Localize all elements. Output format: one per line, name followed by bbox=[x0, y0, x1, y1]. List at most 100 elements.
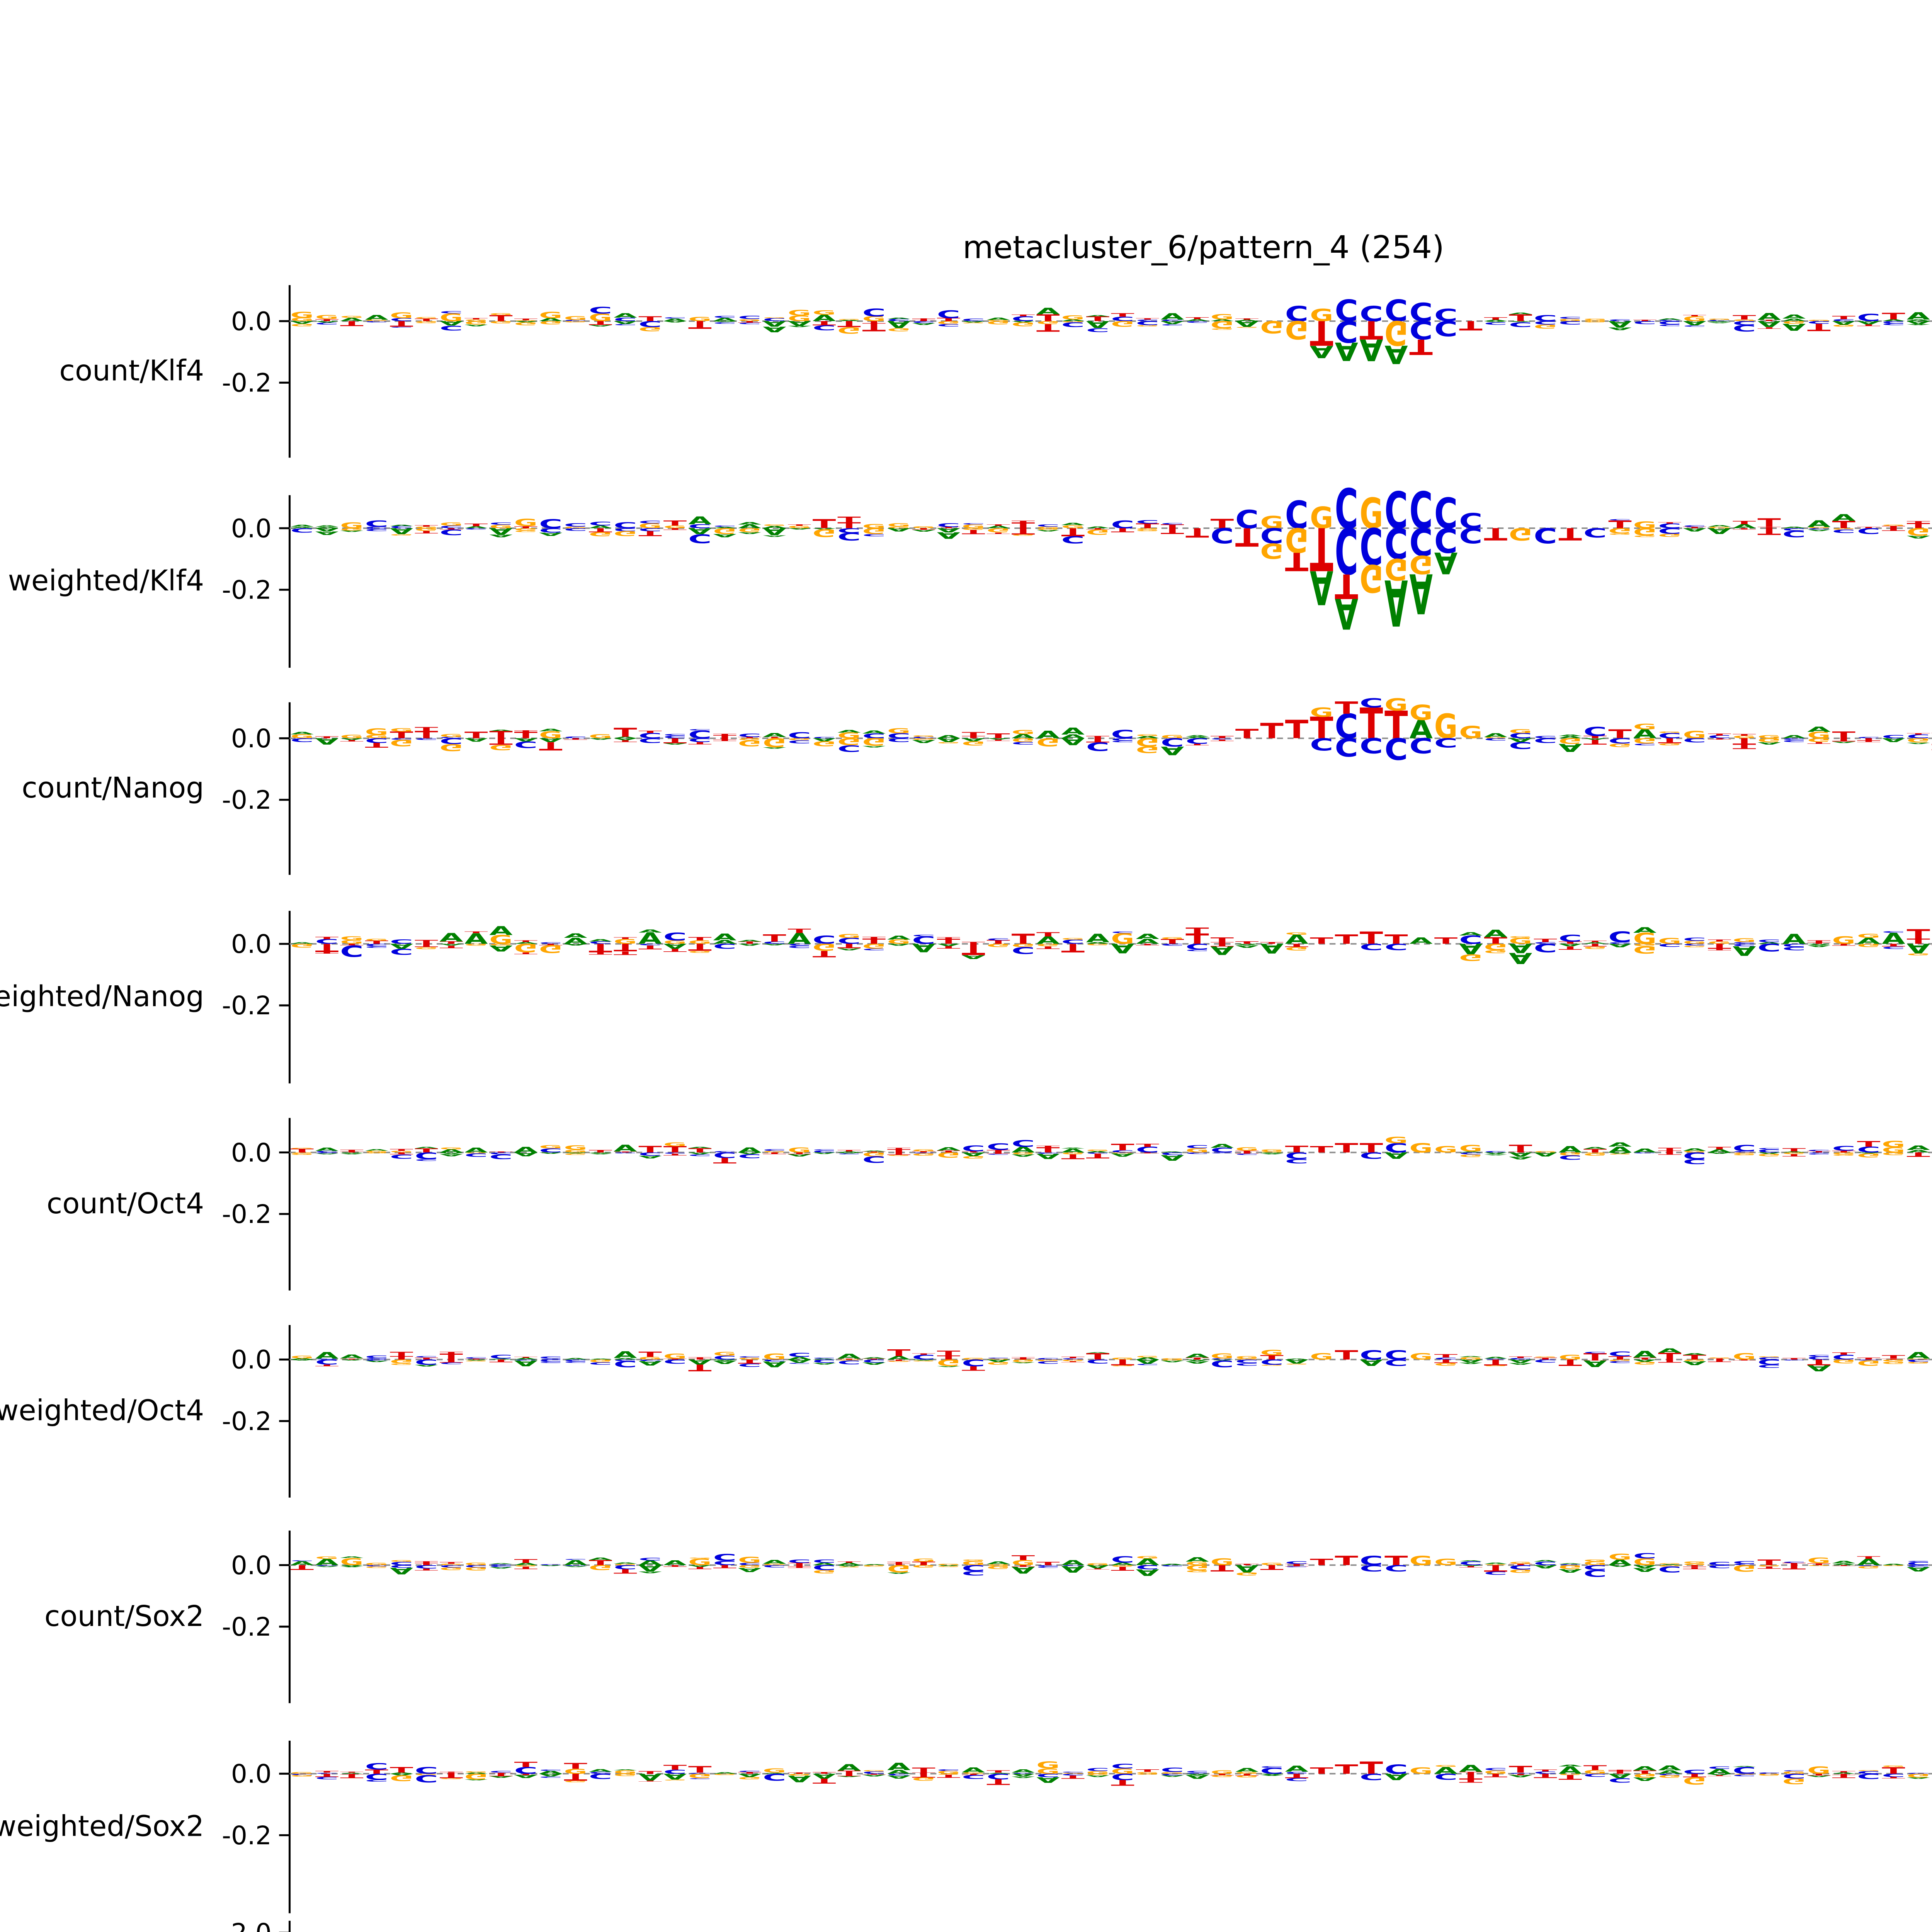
noise-letter: T bbox=[1608, 519, 1632, 531]
noise-letter: T bbox=[986, 532, 1010, 534]
noise-letter: A bbox=[1782, 321, 1806, 333]
noise-letter: A bbox=[1260, 1153, 1284, 1155]
noise-letter: T bbox=[1757, 320, 1781, 321]
noise-letter: G bbox=[1658, 1565, 1682, 1567]
noise-letter: G bbox=[514, 320, 538, 321]
noise-letter: T bbox=[614, 726, 638, 740]
noise-letter: C bbox=[1086, 1358, 1110, 1365]
noise-letter: A bbox=[1185, 735, 1209, 737]
noise-letter: T bbox=[813, 1777, 837, 1785]
noise-letter: G bbox=[837, 736, 861, 747]
noise-letter: G bbox=[1733, 937, 1756, 943]
noise-letter: A bbox=[464, 1359, 488, 1361]
noise-letter: A bbox=[1633, 1765, 1657, 1772]
noise-letter: C bbox=[688, 729, 712, 731]
noise-letter: C bbox=[1559, 316, 1582, 320]
noise-letter: G bbox=[340, 734, 364, 740]
noise-letter: C bbox=[1782, 946, 1806, 952]
noise-letter: T bbox=[1857, 527, 1881, 529]
noise-letter: A bbox=[489, 534, 513, 538]
noise-letter: A bbox=[1136, 735, 1159, 739]
noise-letter: G bbox=[1708, 526, 1731, 529]
noise-letter: G bbox=[663, 1141, 687, 1148]
noise-letter: A bbox=[1757, 742, 1781, 745]
noise-letter: A bbox=[390, 1772, 414, 1774]
noise-letter: T bbox=[1136, 1143, 1160, 1148]
noise-letter: A bbox=[1782, 735, 1806, 739]
noise-letter: A bbox=[340, 1359, 364, 1361]
noise-letter: T bbox=[1534, 1769, 1557, 1772]
noise-letter: G bbox=[663, 1779, 687, 1781]
noise-letter: C bbox=[315, 1772, 339, 1774]
noise-letter: T bbox=[887, 1151, 912, 1156]
noise-letter: C bbox=[365, 528, 389, 530]
noise-letter: A bbox=[365, 1360, 389, 1362]
noise-letter: A bbox=[837, 1776, 861, 1777]
noise-letter: A bbox=[837, 948, 861, 951]
noise-letter: T bbox=[1757, 327, 1781, 329]
noise-letter: A bbox=[962, 1151, 986, 1157]
noise-letter: C bbox=[1757, 1364, 1781, 1368]
noise-letter: T bbox=[763, 736, 786, 739]
y-tick-label: -0.2 bbox=[222, 1612, 272, 1642]
noise-letter: A bbox=[340, 738, 364, 740]
noise-letter: A bbox=[1509, 1362, 1533, 1366]
noise-letter: A bbox=[638, 1155, 662, 1159]
noise-letter: G bbox=[1782, 1777, 1806, 1786]
noise-letter: G bbox=[912, 1558, 935, 1563]
noise-letter: A bbox=[763, 747, 787, 749]
noise-letter: G bbox=[1285, 932, 1309, 935]
noise-letter: C bbox=[862, 732, 886, 740]
noise-letter: C bbox=[986, 1357, 1010, 1359]
noise-letter: C bbox=[1235, 1362, 1259, 1366]
noise-letter: C bbox=[1534, 736, 1557, 744]
noise-letter: G bbox=[564, 1153, 587, 1155]
noise-letter: T bbox=[1633, 320, 1657, 321]
noise-letter: G bbox=[1509, 937, 1532, 946]
noise-letter: C bbox=[912, 1152, 935, 1154]
noise-letter: G bbox=[962, 322, 985, 324]
y-tick-label: 0.0 bbox=[231, 306, 272, 336]
noise-letter: A bbox=[1136, 938, 1160, 946]
noise-letter: A bbox=[1559, 736, 1582, 739]
noise-letter: G bbox=[1782, 1770, 1806, 1774]
noise-letter: T bbox=[415, 1562, 438, 1566]
noise-letter: C bbox=[1185, 321, 1209, 323]
noise-letter: C bbox=[1534, 320, 1557, 326]
noise-letter: C bbox=[1633, 1152, 1657, 1154]
noise-letter: A bbox=[290, 1359, 314, 1361]
noise-letter: C bbox=[713, 1355, 736, 1361]
noise-letter: T bbox=[837, 1150, 861, 1152]
noise-letter: A bbox=[1633, 1359, 1657, 1362]
logo-letter: C bbox=[1360, 1150, 1383, 1160]
logo-letter: C bbox=[1384, 1141, 1408, 1155]
noise-letter: C bbox=[738, 1362, 762, 1368]
track-weighted-oct4: 0.0-0.2weighted/Oct4AGACACTTAACCCATTGGTC… bbox=[0, 1325, 1932, 1498]
noise-letter: C bbox=[887, 318, 911, 322]
row-label: count/Oct4 bbox=[47, 1187, 204, 1220]
noise-letter: G bbox=[440, 733, 463, 738]
noise-letter: T bbox=[1086, 1352, 1110, 1362]
noise-letter: T bbox=[1658, 1147, 1682, 1152]
noise-letter: T bbox=[1161, 938, 1185, 946]
noise-letter: A bbox=[1733, 523, 1756, 530]
logo-letter: C bbox=[1285, 302, 1309, 327]
noise-letter: A bbox=[1559, 741, 1583, 754]
noise-letter: A bbox=[1807, 1775, 1831, 1777]
noise-letter: A bbox=[713, 533, 736, 538]
noise-letter: C bbox=[986, 1142, 1010, 1152]
noise-letter: A bbox=[862, 745, 886, 748]
noise-letter: T bbox=[688, 936, 712, 942]
noise-letter: C bbox=[489, 1770, 513, 1773]
noise-letter: G bbox=[1882, 524, 1905, 527]
noise-letter: G bbox=[1459, 1154, 1483, 1158]
noise-letter: A bbox=[1285, 1764, 1309, 1774]
noise-letter: T bbox=[1832, 519, 1856, 531]
noise-letter: C bbox=[1111, 740, 1134, 743]
noise-letter: A bbox=[1658, 1347, 1682, 1354]
noise-letter: G bbox=[1608, 742, 1632, 748]
noise-letter: T bbox=[638, 1350, 662, 1359]
noise-letter: C bbox=[1857, 1772, 1881, 1780]
noise-letter: G bbox=[614, 938, 637, 946]
noise-letter: T bbox=[1136, 522, 1160, 530]
